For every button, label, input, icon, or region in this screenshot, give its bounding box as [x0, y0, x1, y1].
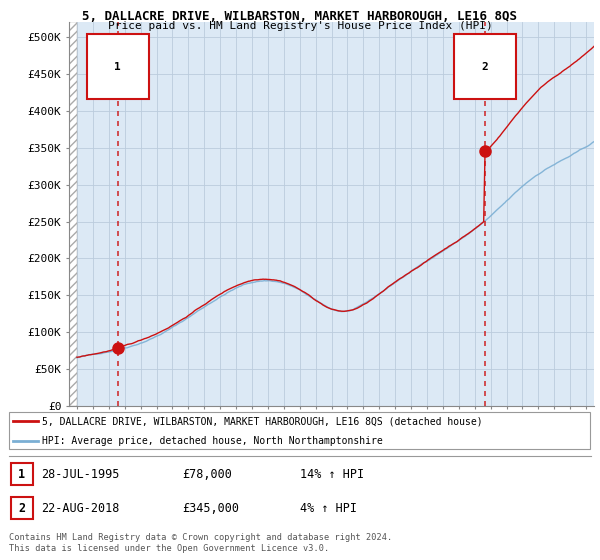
Text: 2: 2: [19, 502, 25, 515]
Text: Price paid vs. HM Land Registry's House Price Index (HPI): Price paid vs. HM Land Registry's House …: [107, 21, 493, 31]
FancyBboxPatch shape: [9, 412, 590, 449]
Text: 4% ↑ HPI: 4% ↑ HPI: [300, 502, 357, 515]
Text: Contains HM Land Registry data © Crown copyright and database right 2024.
This d: Contains HM Land Registry data © Crown c…: [9, 533, 392, 553]
FancyBboxPatch shape: [11, 463, 33, 486]
Text: 22-AUG-2018: 22-AUG-2018: [41, 502, 119, 515]
Text: 2: 2: [481, 62, 488, 72]
Text: £345,000: £345,000: [182, 502, 239, 515]
Text: £78,000: £78,000: [182, 468, 232, 480]
Text: 28-JUL-1995: 28-JUL-1995: [41, 468, 119, 480]
Bar: [69, 22, 77, 406]
Text: 14% ↑ HPI: 14% ↑ HPI: [300, 468, 364, 480]
FancyBboxPatch shape: [11, 497, 33, 519]
Text: 1: 1: [19, 468, 25, 480]
Text: 5, DALLACRE DRIVE, WILBARSTON, MARKET HARBOROUGH, LE16 8QS (detached house): 5, DALLACRE DRIVE, WILBARSTON, MARKET HA…: [43, 417, 483, 426]
Text: 1: 1: [115, 62, 121, 72]
Text: HPI: Average price, detached house, North Northamptonshire: HPI: Average price, detached house, Nort…: [43, 436, 383, 446]
Text: 5, DALLACRE DRIVE, WILBARSTON, MARKET HARBOROUGH, LE16 8QS: 5, DALLACRE DRIVE, WILBARSTON, MARKET HA…: [83, 10, 517, 23]
